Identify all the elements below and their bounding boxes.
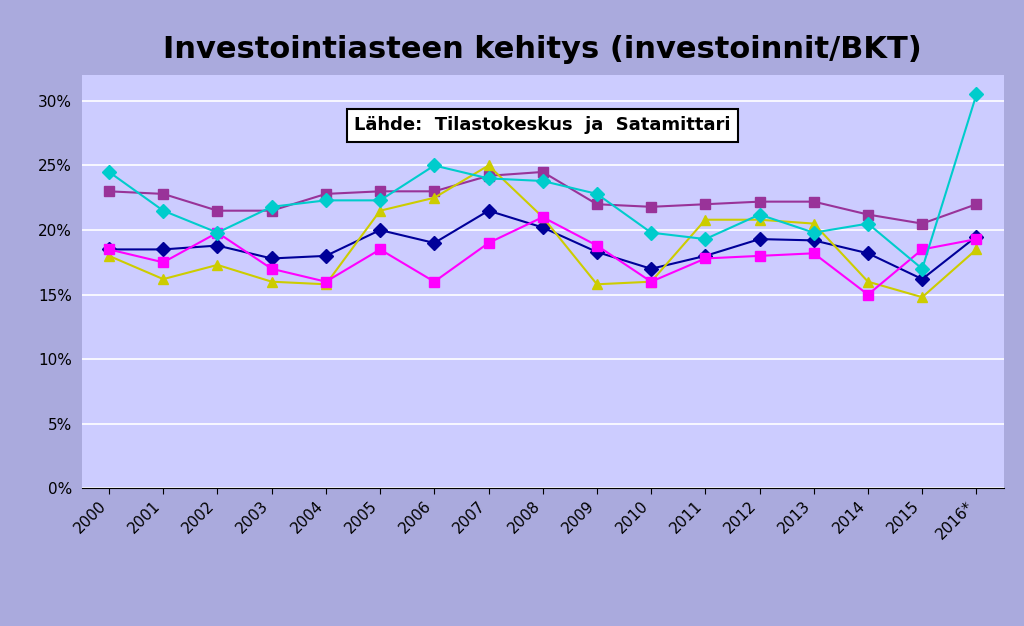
Pohjois-Satakunta [157,207,169,215]
Pori [971,235,983,243]
Pohjois-Satakunta [319,197,332,204]
Satakunta [374,227,386,234]
KOKO MAA [862,211,874,218]
Satakunta [808,237,820,244]
KOKO MAA [374,188,386,195]
Title: Investointiasteen kehitys (investoinnit/BKT): Investointiasteen kehitys (investoinnit/… [164,36,922,64]
Line: Pohjois-Satakunta: Pohjois-Satakunta [104,90,981,274]
Pori [102,245,115,253]
Pori [808,250,820,257]
Rauma [482,162,495,169]
Pori [916,245,929,253]
Satakunta [537,223,549,231]
Satakunta [211,242,223,249]
Line: KOKO MAA: KOKO MAA [104,167,981,228]
Pohjois-Satakunta [102,168,115,176]
Satakunta [971,233,983,240]
KOKO MAA [428,188,440,195]
Satakunta [754,235,766,243]
KOKO MAA [971,200,983,208]
Line: Rauma: Rauma [104,161,981,302]
Pori [157,259,169,266]
Pori [428,278,440,285]
Pori [754,252,766,260]
Pohjois-Satakunta [862,220,874,227]
Rauma [645,278,657,285]
Pori [862,291,874,299]
Pori [537,213,549,221]
Pori [374,245,386,253]
Satakunta [265,255,278,262]
Pori [699,255,712,262]
Satakunta [319,252,332,260]
KOKO MAA [157,190,169,198]
KOKO MAA [645,203,657,210]
KOKO MAA [699,200,712,208]
Rauma [537,213,549,221]
KOKO MAA [102,188,115,195]
Rauma [157,275,169,283]
Rauma [319,280,332,288]
Rauma [591,280,603,288]
Line: Pori: Pori [104,212,981,299]
Pohjois-Satakunta [265,203,278,210]
KOKO MAA [482,172,495,180]
Pori [482,239,495,247]
Satakunta [699,252,712,260]
Rauma [102,252,115,260]
Pori [211,229,223,237]
Satakunta [916,275,929,283]
Satakunta [862,250,874,257]
Rauma [428,194,440,202]
KOKO MAA [916,220,929,227]
Pohjois-Satakunta [645,229,657,237]
Text: Lähde:  Tilastokeskus  ja  Satamittari: Lähde: Tilastokeskus ja Satamittari [354,116,731,135]
Satakunta [482,207,495,215]
KOKO MAA [754,198,766,205]
Pohjois-Satakunta [808,229,820,237]
Line: Satakunta: Satakunta [104,206,981,284]
Rauma [754,216,766,223]
Rauma [699,216,712,223]
Pohjois-Satakunta [428,162,440,169]
Pori [265,265,278,272]
Pohjois-Satakunta [916,265,929,272]
Rauma [971,245,983,253]
Rauma [374,207,386,215]
Pori [591,242,603,249]
Satakunta [157,245,169,253]
Pohjois-Satakunta [211,229,223,237]
Rauma [808,220,820,227]
Satakunta [102,245,115,253]
Rauma [211,261,223,269]
KOKO MAA [537,168,549,176]
Pohjois-Satakunta [537,177,549,185]
Satakunta [428,239,440,247]
KOKO MAA [591,200,603,208]
Satakunta [645,265,657,272]
Rauma [862,278,874,285]
KOKO MAA [211,207,223,215]
KOKO MAA [808,198,820,205]
Pohjois-Satakunta [699,235,712,243]
Pohjois-Satakunta [754,211,766,218]
KOKO MAA [319,190,332,198]
Pohjois-Satakunta [971,91,983,98]
KOKO MAA [265,207,278,215]
Pohjois-Satakunta [374,197,386,204]
Pohjois-Satakunta [482,175,495,182]
Rauma [916,294,929,301]
Pohjois-Satakunta [591,190,603,198]
Satakunta [591,249,603,256]
Rauma [265,278,278,285]
Pori [319,278,332,285]
Pori [645,278,657,285]
